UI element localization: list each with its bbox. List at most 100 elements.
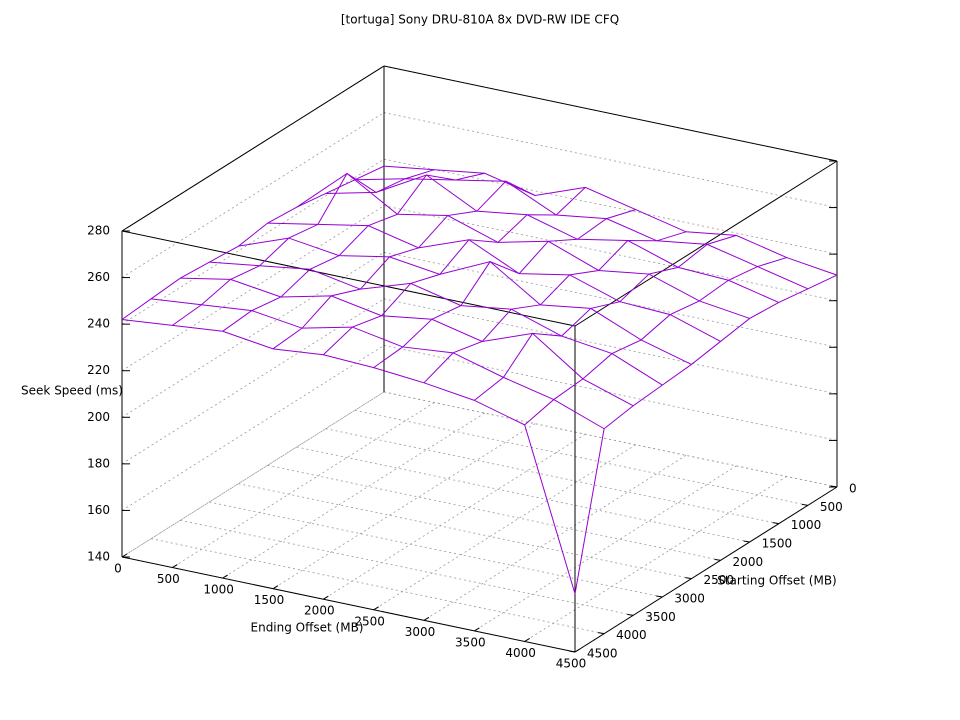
- x-tick: [172, 564, 178, 568]
- x-tick-label: 4500: [556, 657, 587, 671]
- surface-mesh-line: [180, 277, 634, 407]
- grid-line: [222, 412, 485, 579]
- grid-line: [383, 298, 838, 395]
- z-tick-label: 220: [87, 363, 110, 377]
- z-tick-label: 160: [87, 503, 110, 517]
- grid-line: [121, 205, 385, 372]
- grid-line: [423, 454, 687, 621]
- axis-box: [121, 230, 576, 327]
- axis-box: [121, 556, 576, 653]
- surface-mesh-line: [574, 274, 838, 594]
- y-tick-label: 500: [820, 500, 843, 514]
- grid-line: [383, 391, 838, 488]
- axis-box: [121, 65, 385, 232]
- x-tick-label: 0: [114, 562, 122, 576]
- z-axis-label: Seek Speed (ms): [21, 384, 123, 398]
- x-tick: [574, 648, 581, 653]
- x-tick: [222, 574, 228, 579]
- x-tick-label: 4000: [505, 646, 536, 660]
- z-tick-label: 200: [87, 410, 110, 424]
- grid-line: [121, 251, 385, 418]
- grid-line: [121, 298, 385, 465]
- grid-line: [323, 433, 586, 600]
- axis-box: [574, 486, 838, 653]
- grid-line: [180, 519, 634, 616]
- surface-mesh-line: [383, 165, 838, 276]
- surface-mesh-line: [121, 318, 576, 594]
- y-tick-label: 1500: [762, 537, 793, 551]
- grid-line: [209, 501, 663, 598]
- y-tick-label: 4500: [587, 647, 618, 661]
- y-tick: [830, 485, 838, 488]
- x-axis-label: Ending Offset (MB): [251, 621, 364, 635]
- surface-mesh-line: [121, 165, 385, 320]
- grid-line: [121, 345, 385, 511]
- grid-line: [325, 428, 779, 525]
- x-tick-label: 2000: [304, 604, 335, 618]
- grid-line: [121, 391, 385, 558]
- x-tick: [524, 638, 530, 642]
- surface-mesh-line: [322, 187, 586, 356]
- grid-line: [354, 409, 808, 506]
- surface-mesh-line: [474, 234, 737, 401]
- grid-line: [121, 158, 385, 325]
- grid-line: [267, 464, 721, 561]
- grid-line: [121, 391, 385, 558]
- z-tick-label: 180: [87, 456, 110, 470]
- surface-mesh-line: [354, 178, 809, 290]
- y-tick: [598, 632, 605, 635]
- grid-line: [151, 538, 605, 635]
- y-tick: [685, 577, 692, 580]
- surface-mesh-line: [423, 231, 687, 384]
- grid-line: [383, 205, 838, 302]
- axis-box: [383, 65, 838, 162]
- grid-line: [383, 345, 838, 441]
- y-tick-label: 3000: [674, 592, 705, 606]
- z-tick-label: 260: [87, 270, 110, 284]
- surface-mesh-line: [151, 298, 605, 430]
- surface-mesh-line: [222, 172, 485, 332]
- x-tick: [373, 606, 379, 611]
- surface-mesh-line: [524, 257, 787, 426]
- grid-line: [474, 465, 737, 632]
- surface-mesh-line: [296, 172, 750, 319]
- x-tick: [121, 553, 128, 558]
- x-tick: [474, 627, 480, 632]
- y-tick: [714, 558, 721, 561]
- y-axis-label: Starting Offset (MB): [717, 574, 837, 588]
- y-tick-label: 3500: [645, 610, 676, 624]
- y-tick: [743, 540, 750, 543]
- y-tick-label: 2500: [703, 573, 734, 587]
- y-tick: [801, 503, 808, 506]
- surface-mesh-line: [267, 222, 721, 342]
- x-tick: [272, 585, 279, 590]
- grid-line: [383, 251, 838, 348]
- surface-mesh-line: [272, 180, 536, 350]
- chart-title: [tortuga] Sony DRU-810A 8x DVD-RW IDE CF…: [341, 13, 619, 27]
- y-tick-label: 4000: [616, 628, 647, 642]
- x-tick-label: 3000: [405, 625, 436, 639]
- x-tick: [323, 595, 329, 600]
- axis-box: [574, 160, 838, 327]
- grid-line: [524, 476, 787, 642]
- grid-line: [238, 483, 692, 580]
- surface-mesh-line: [373, 209, 636, 369]
- x-tick-label: 2500: [354, 614, 385, 628]
- surface-mesh-line: [172, 169, 435, 326]
- grid-line: [172, 402, 435, 568]
- z-tick-label: 280: [87, 224, 110, 238]
- grid-line: [373, 444, 636, 611]
- y-tick-label: 0: [849, 482, 857, 496]
- y-tick: [568, 650, 576, 653]
- x-tick-label: 1000: [203, 583, 234, 597]
- x-tick-label: 3500: [455, 635, 486, 649]
- surface-mesh-line: [238, 237, 692, 365]
- x-tick-label: 500: [157, 572, 180, 586]
- y-tick-label: 2000: [733, 555, 764, 569]
- grid-line: [383, 158, 838, 255]
- x-tick: [423, 616, 430, 621]
- grid-line: [121, 112, 385, 278]
- z-tick-label: 140: [87, 550, 110, 564]
- y-tick: [656, 595, 663, 598]
